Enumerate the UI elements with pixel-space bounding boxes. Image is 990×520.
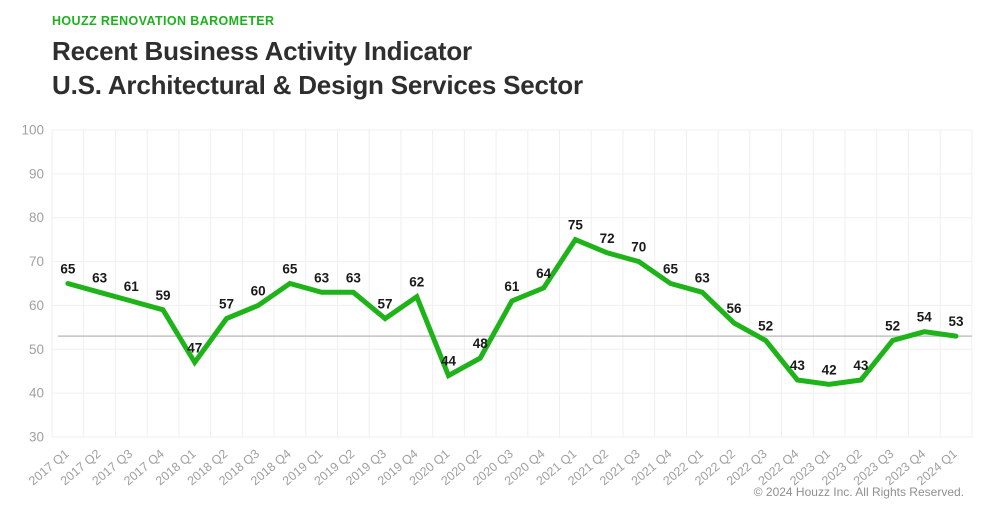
y-axis-tick-label: 80	[29, 210, 44, 225]
page-title: Recent Business Activity Indicator U.S. …	[52, 34, 583, 102]
point-value-label: 72	[600, 231, 615, 246]
point-value-label: 63	[695, 270, 711, 285]
page-title-line-1: Recent Business Activity Indicator	[52, 36, 472, 66]
point-value-label: 44	[441, 354, 457, 369]
y-axis-tick-label: 30	[29, 430, 44, 445]
point-value-label: 65	[60, 262, 76, 277]
y-axis-tick-label: 70	[29, 254, 44, 269]
point-value-label: 61	[504, 279, 520, 294]
point-value-label: 64	[536, 266, 552, 281]
y-axis-tick-label: 100	[21, 123, 44, 138]
point-value-label: 52	[885, 319, 900, 334]
point-value-label: 70	[631, 240, 646, 255]
point-value-label: 75	[568, 218, 584, 233]
point-value-label: 65	[663, 262, 679, 277]
point-value-label: 65	[282, 262, 298, 277]
point-value-label: 42	[822, 362, 837, 377]
point-value-label: 60	[251, 283, 266, 298]
point-value-label: 54	[917, 310, 933, 325]
point-value-label: 63	[314, 270, 330, 285]
report-eyebrow: HOUZZ RENOVATION BAROMETER	[52, 14, 275, 28]
activity-series-line	[65, 236, 959, 387]
point-value-label: 43	[790, 358, 806, 373]
page-title-line-2: U.S. Architectural & Design Services Sec…	[52, 70, 583, 100]
copyright-notice: © 2024 Houzz Inc. All Rights Reserved.	[753, 485, 964, 499]
point-value-label: 57	[378, 297, 393, 312]
y-axis-tick-label: 90	[29, 166, 44, 181]
point-value-label: 63	[92, 270, 108, 285]
point-value-label: 48	[473, 336, 489, 351]
point-value-label: 53	[949, 314, 965, 329]
point-value-label: 57	[219, 297, 234, 312]
y-axis-tick-label: 50	[29, 342, 44, 357]
point-value-label: 63	[346, 270, 362, 285]
point-value-label: 56	[726, 301, 742, 316]
point-value-label: 52	[758, 319, 773, 334]
point-value-label: 43	[853, 358, 869, 373]
y-axis-tick-label: 40	[29, 386, 44, 401]
point-value-label: 47	[187, 340, 202, 355]
y-axis-tick-label: 60	[29, 298, 44, 313]
point-value-label: 61	[124, 279, 140, 294]
point-value-label: 59	[156, 288, 171, 303]
point-value-label: 62	[409, 275, 424, 290]
